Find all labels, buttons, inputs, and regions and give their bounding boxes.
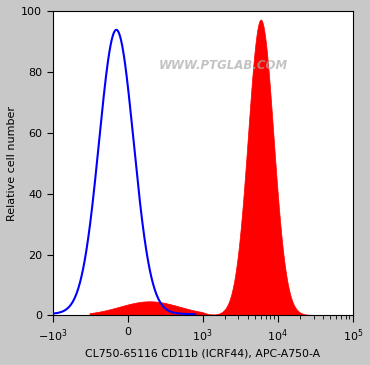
Polygon shape: [90, 20, 346, 315]
X-axis label: CL750-65116 CD11b (ICRF44), APC-A750-A: CL750-65116 CD11b (ICRF44), APC-A750-A: [85, 348, 320, 358]
Text: WWW.PTGLAB.COM: WWW.PTGLAB.COM: [159, 59, 288, 72]
Y-axis label: Relative cell number: Relative cell number: [7, 106, 17, 221]
